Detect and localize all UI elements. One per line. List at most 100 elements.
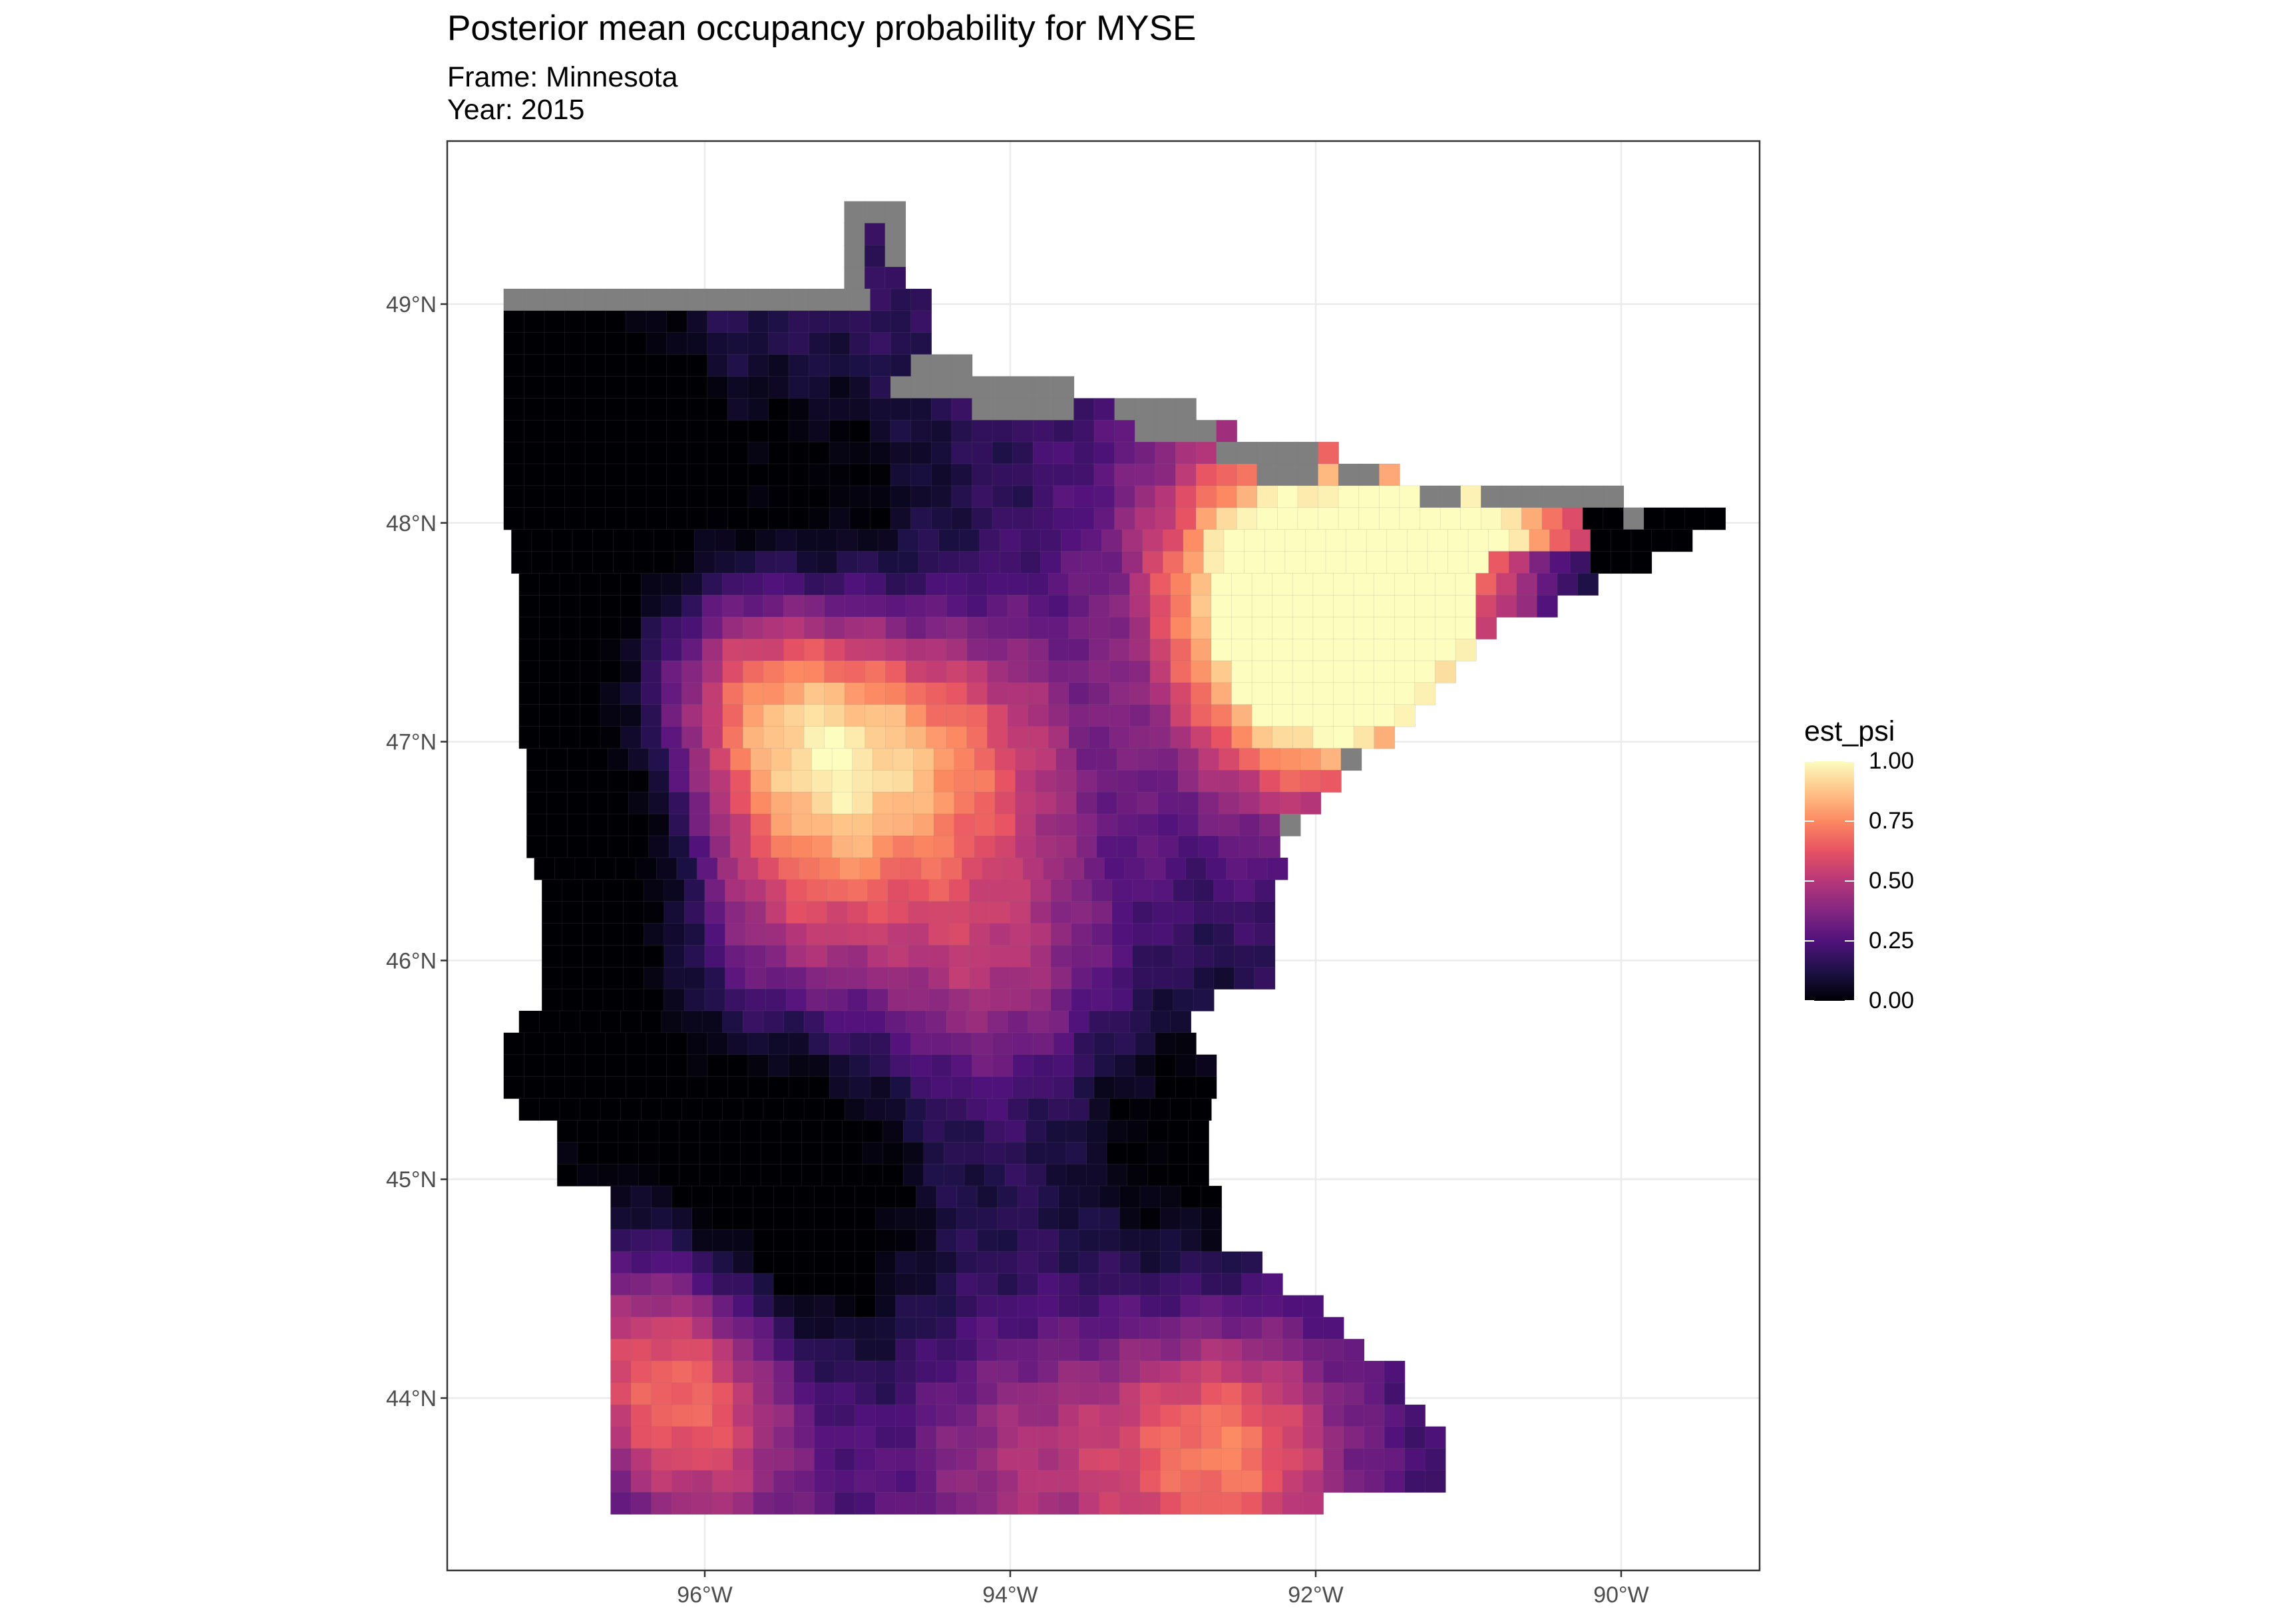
heatmap-cell bbox=[1073, 507, 1095, 530]
heatmap-cell bbox=[1312, 726, 1334, 749]
heatmap-cell bbox=[666, 398, 688, 421]
heatmap-cell bbox=[771, 791, 792, 814]
heatmap-cell bbox=[1167, 1120, 1189, 1143]
heatmap-cell bbox=[755, 529, 777, 552]
heatmap-cell bbox=[1160, 1470, 1182, 1493]
heatmap-cell bbox=[806, 988, 828, 1011]
heatmap-cell bbox=[908, 967, 930, 990]
heatmap-cell bbox=[783, 594, 805, 618]
heatmap-cell bbox=[564, 463, 586, 486]
heatmap-cell bbox=[870, 354, 892, 377]
heatmap-cell bbox=[729, 813, 751, 836]
heatmap-cell bbox=[1394, 682, 1416, 705]
heatmap-cell bbox=[916, 1207, 937, 1230]
heatmap-cell bbox=[1521, 507, 1543, 530]
heatmap-cell bbox=[806, 879, 828, 902]
heatmap-cell bbox=[1028, 1010, 1050, 1033]
heatmap-cell bbox=[559, 660, 581, 683]
heatmap-cell bbox=[849, 354, 871, 377]
heatmap-cell bbox=[694, 529, 716, 552]
heatmap-cell bbox=[646, 332, 668, 355]
heatmap-cell bbox=[926, 1098, 948, 1121]
heatmap-cell bbox=[847, 988, 868, 1011]
heatmap-cell bbox=[753, 1295, 775, 1318]
heatmap-cell bbox=[987, 616, 1008, 640]
heatmap-cell bbox=[852, 813, 874, 836]
heatmap-cell bbox=[1333, 682, 1355, 705]
heatmap-cell bbox=[1175, 485, 1197, 508]
heatmap-cell bbox=[503, 354, 525, 377]
heatmap-cell bbox=[827, 945, 849, 968]
heatmap-cell bbox=[1284, 551, 1306, 574]
heatmap-cell bbox=[816, 551, 838, 574]
heatmap-cell bbox=[574, 857, 596, 880]
heatmap-cell bbox=[864, 594, 886, 618]
heatmap-cell bbox=[1155, 398, 1177, 421]
heatmap-cell bbox=[580, 573, 602, 596]
heatmap-cell bbox=[1093, 398, 1115, 421]
heatmap-cell bbox=[1073, 398, 1095, 421]
heatmap-cell bbox=[892, 748, 914, 771]
heatmap-cell bbox=[623, 988, 645, 1011]
heatmap-cell bbox=[793, 1229, 815, 1252]
heatmap-cell bbox=[908, 923, 930, 946]
heatmap-cell bbox=[646, 507, 668, 530]
heatmap-cell bbox=[1297, 463, 1319, 486]
heatmap-cell bbox=[640, 616, 662, 640]
heatmap-cell bbox=[1211, 660, 1233, 683]
heatmap-cell bbox=[969, 988, 991, 1011]
heatmap-cell bbox=[1541, 485, 1563, 508]
heatmap-cell bbox=[1211, 726, 1233, 749]
heatmap-cell bbox=[727, 310, 749, 333]
heatmap-cell bbox=[956, 1251, 978, 1274]
heatmap-cell bbox=[1272, 573, 1294, 596]
heatmap-cell bbox=[905, 573, 927, 596]
heatmap-cell bbox=[1149, 594, 1171, 618]
heatmap-cell bbox=[1404, 1470, 1426, 1493]
heatmap-cell bbox=[997, 1338, 1019, 1361]
heatmap-cell bbox=[524, 507, 545, 530]
heatmap-cell bbox=[584, 398, 606, 421]
heatmap-cell bbox=[1012, 398, 1034, 421]
heatmap-cell bbox=[1251, 616, 1273, 640]
heatmap-cell bbox=[801, 1163, 823, 1186]
heatmap-cell bbox=[872, 748, 894, 771]
heatmap-cell bbox=[1256, 441, 1278, 464]
heatmap-cell bbox=[834, 1317, 856, 1340]
heatmap-cell bbox=[1035, 770, 1057, 793]
heatmap-cell bbox=[651, 1426, 673, 1449]
heatmap-cell bbox=[725, 901, 747, 924]
heatmap-cell bbox=[844, 266, 866, 289]
heatmap-cell bbox=[775, 551, 797, 574]
heatmap-cell bbox=[1198, 770, 1220, 793]
heatmap-cell bbox=[793, 1382, 815, 1405]
heatmap-cell bbox=[691, 1338, 713, 1361]
heatmap-cell bbox=[1455, 638, 1477, 661]
heatmap-cell bbox=[1201, 1360, 1223, 1383]
heatmap-cell bbox=[701, 1098, 723, 1121]
heatmap-cell bbox=[884, 201, 906, 224]
heatmap-cell bbox=[1435, 660, 1456, 683]
heatmap-cell bbox=[997, 1207, 1019, 1230]
heatmap-cell bbox=[874, 1426, 896, 1449]
heatmap-cell bbox=[722, 594, 744, 618]
heatmap-cell bbox=[1236, 463, 1258, 486]
heatmap-cell bbox=[793, 1492, 815, 1515]
heatmap-cell bbox=[1537, 594, 1558, 618]
heatmap-cell bbox=[895, 1360, 917, 1383]
heatmap-cell bbox=[874, 1207, 896, 1230]
heatmap-cell bbox=[1137, 791, 1159, 814]
heatmap-cell bbox=[1170, 594, 1192, 618]
heatmap-cell bbox=[592, 551, 614, 574]
heatmap-cell bbox=[1053, 1054, 1075, 1077]
heatmap-cell bbox=[671, 1295, 693, 1318]
heatmap-cell bbox=[936, 1382, 958, 1405]
heatmap-cell bbox=[870, 310, 892, 333]
heatmap-cell bbox=[1010, 923, 1032, 946]
heatmap-cell bbox=[778, 857, 800, 880]
heatmap-cell bbox=[686, 1076, 708, 1099]
heatmap-cell bbox=[727, 1032, 749, 1055]
heatmap-cell bbox=[916, 1317, 937, 1340]
heatmap-cell bbox=[1149, 726, 1171, 749]
heatmap-cell bbox=[1093, 507, 1115, 530]
